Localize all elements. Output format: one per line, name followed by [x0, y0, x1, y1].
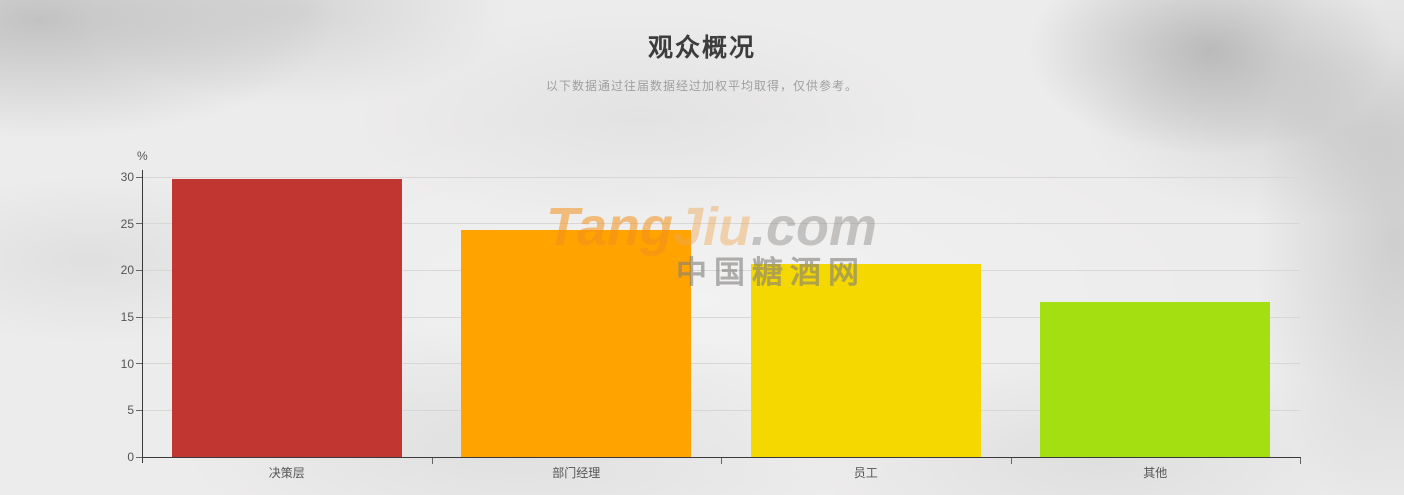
watermark-logo-jiu: Jiu	[672, 197, 752, 257]
gridline	[142, 269, 1300, 271]
x-axis-tick	[1010, 458, 1012, 464]
y-axis	[142, 170, 143, 463]
x-axis-tick	[721, 458, 722, 464]
y-axis-unit: %	[137, 149, 148, 163]
bar[interactable]	[461, 230, 692, 457]
x-axis-label: 员工	[853, 466, 878, 480]
gridline	[142, 316, 1300, 318]
watermark-caption: 中国糖酒网	[676, 255, 866, 290]
y-axis-tick	[136, 316, 142, 318]
y-axis-tick	[136, 456, 142, 458]
y-axis-label: 30	[120, 170, 134, 184]
watermark-logo: TangJiu.com	[546, 196, 877, 258]
watermark-logo-tang: Tang	[546, 197, 673, 257]
x-axis	[142, 457, 1301, 458]
bar[interactable]	[171, 178, 402, 457]
chart-header: 观众概况 以下数据通过往届数据经过加权平均取得，仅供参考。	[0, 28, 1404, 94]
chart-title: 观众概况	[647, 34, 756, 62]
y-axis-tick	[136, 223, 142, 225]
y-axis-label: 25	[120, 216, 134, 231]
x-axis-label: 决策层	[268, 466, 305, 480]
y-axis-tick	[136, 176, 142, 178]
x-axis-label: 部门经理	[552, 466, 601, 480]
y-axis-label: 5	[127, 403, 134, 418]
y-axis-tick	[136, 269, 142, 271]
y-axis-label: 0	[127, 450, 134, 464]
x-axis-label: 其他	[1143, 466, 1168, 480]
gridline	[142, 409, 1300, 411]
y-axis-label: 20	[120, 263, 134, 278]
x-axis-tick	[431, 458, 433, 464]
y-axis-tick	[136, 363, 142, 365]
gridline	[142, 176, 1300, 178]
watermark-logo-com: .com	[751, 197, 878, 257]
bar[interactable]	[750, 263, 981, 457]
x-axis-tick	[1300, 458, 1301, 464]
bar[interactable]	[1040, 302, 1271, 457]
y-axis-tick	[136, 409, 142, 411]
y-axis-label: 10	[120, 356, 134, 371]
y-axis-label: 15	[120, 310, 134, 324]
gridline	[142, 363, 1300, 365]
chart-subtitle: 以下数据通过往届数据经过加权平均取得，仅供参考。	[545, 79, 858, 93]
gridline	[142, 223, 1300, 225]
